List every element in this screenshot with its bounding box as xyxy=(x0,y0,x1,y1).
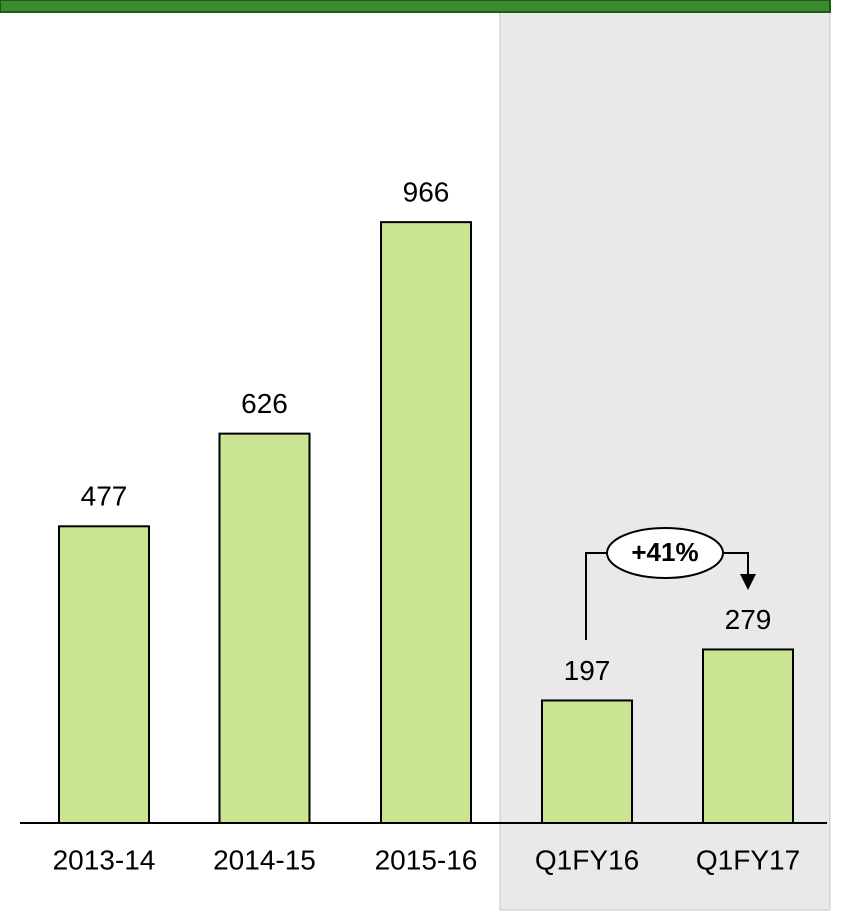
data-label: 197 xyxy=(564,655,611,686)
data-label: 279 xyxy=(725,604,772,635)
data-label: 966 xyxy=(403,177,450,208)
bar xyxy=(380,221,472,824)
bar xyxy=(702,648,794,824)
bar xyxy=(541,699,633,824)
annotation-text: +41% xyxy=(631,537,698,567)
header-strip xyxy=(0,0,831,13)
data-label: 626 xyxy=(241,388,288,419)
x-tick-label: 2015-16 xyxy=(375,844,478,875)
bar xyxy=(58,525,150,825)
x-tick-label: Q1FY17 xyxy=(696,844,800,875)
annotation-arrow xyxy=(740,574,756,590)
growth-annotation: +41% xyxy=(585,527,756,640)
bar xyxy=(218,432,311,824)
x-tick-label: 2013-14 xyxy=(53,844,156,875)
x-tick-label: Q1FY16 xyxy=(535,844,639,875)
data-label: 477 xyxy=(81,481,128,512)
annotation-oval xyxy=(606,527,724,579)
x-tick-label: 2014-15 xyxy=(213,844,316,875)
